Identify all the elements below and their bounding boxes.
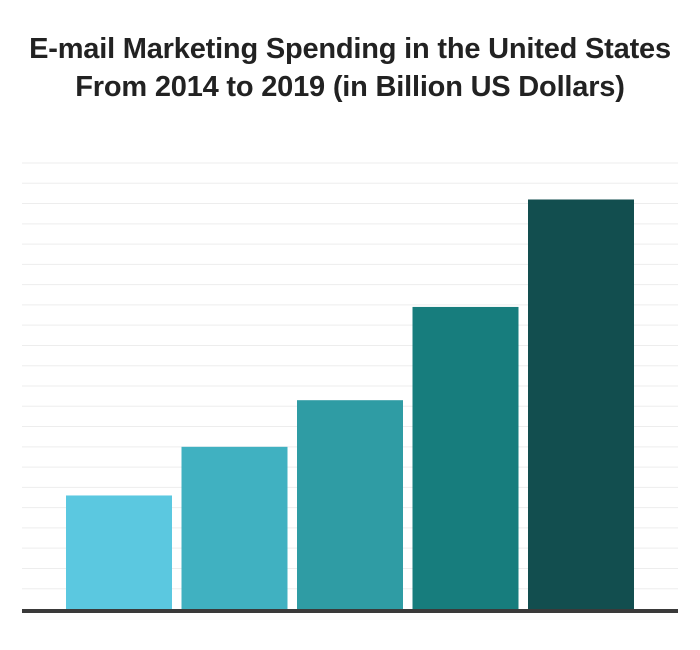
bars	[66, 199, 634, 609]
chart-title-line-2: From 2014 to 2019 (in Billion US Dollars…	[75, 71, 625, 103]
bar-1	[66, 495, 172, 609]
bar-2	[181, 446, 288, 609]
bar-5	[528, 199, 634, 609]
chart-title-line-1: E-mail Marketing Spending in the United …	[29, 33, 671, 65]
bar-3	[297, 400, 403, 609]
bar-4	[412, 306, 519, 609]
chart-title: E-mail Marketing Spending in the United …	[0, 30, 700, 106]
